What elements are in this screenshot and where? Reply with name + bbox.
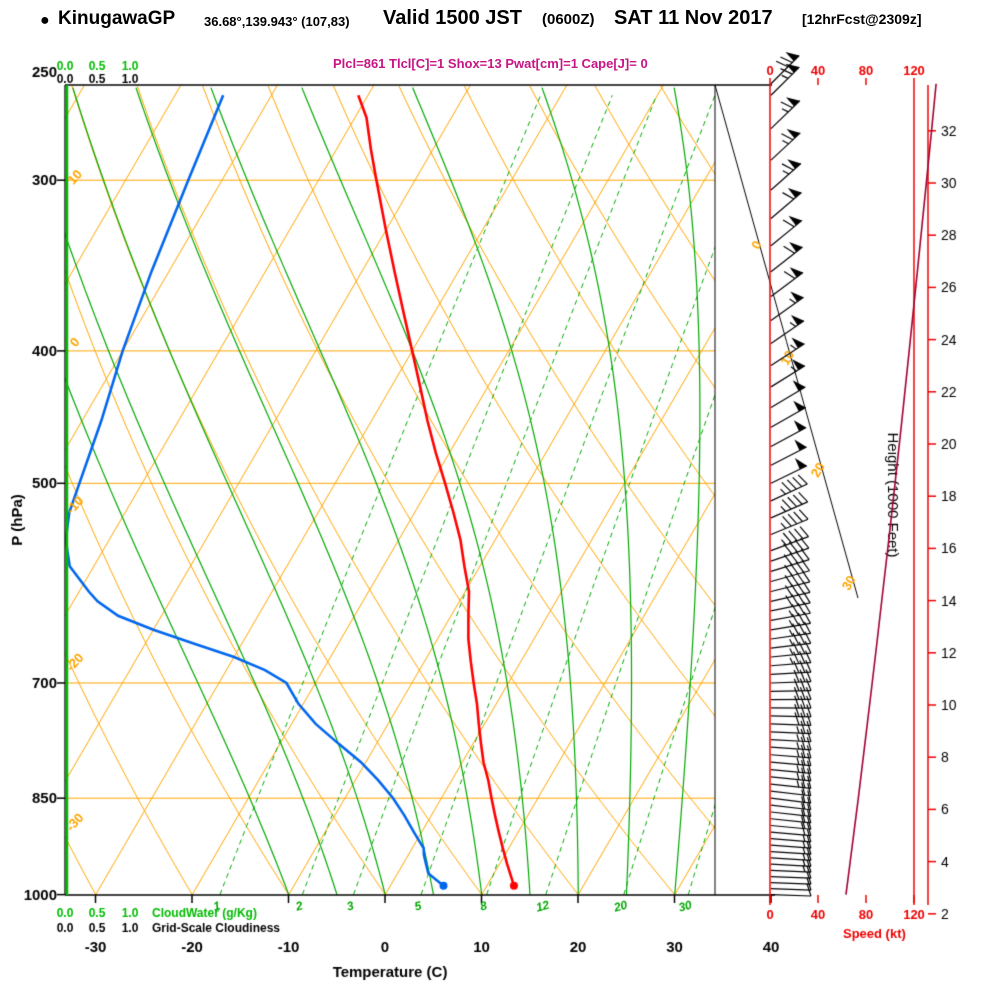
skewt-sounding-page: ● KinugawaGP 36.68°,139.943° (107,83) Va… xyxy=(0,0,1000,1000)
skewt-sounding-canvas xyxy=(0,0,1000,1000)
